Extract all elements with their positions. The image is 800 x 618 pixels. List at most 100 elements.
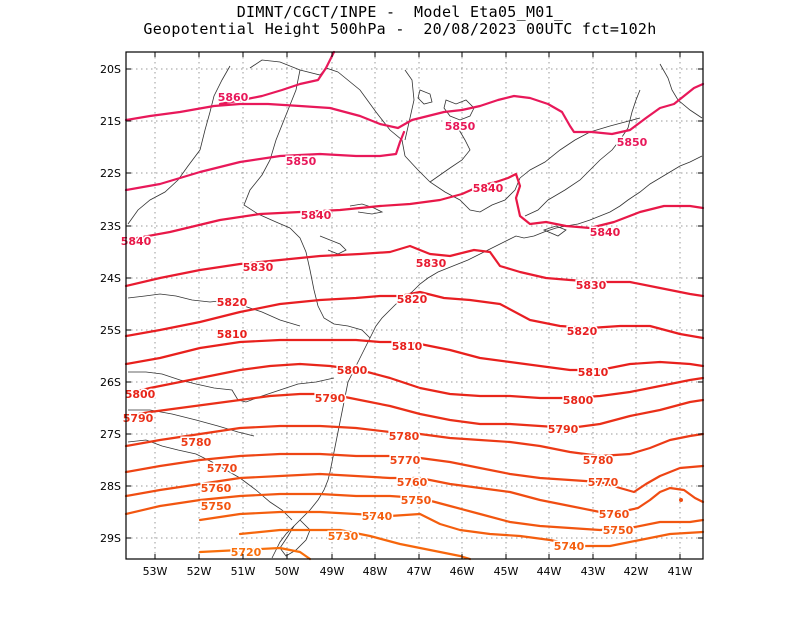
contour-label: 5750 bbox=[401, 494, 432, 507]
border-line bbox=[128, 371, 335, 403]
map-frame bbox=[125, 51, 704, 560]
lon-tick-label: 46W bbox=[450, 565, 475, 578]
contour-5810 bbox=[124, 338, 705, 372]
contour-label: 5790 bbox=[315, 392, 346, 405]
contour-label: 5780 bbox=[583, 454, 614, 467]
island-outline bbox=[443, 99, 475, 121]
contour-label: 5850 bbox=[445, 120, 476, 133]
lon-tick-label: 48W bbox=[363, 565, 388, 578]
contour-label: 5830 bbox=[416, 257, 447, 270]
lat-tick-label: 26S bbox=[100, 376, 121, 389]
contour-label: 5810 bbox=[578, 366, 609, 379]
contour-label: 5770 bbox=[207, 462, 238, 475]
contour-label: 5840 bbox=[473, 182, 504, 195]
contour-label: 5800 bbox=[563, 394, 594, 407]
contour-5780 bbox=[124, 424, 705, 458]
border-line bbox=[524, 89, 641, 217]
island-outline bbox=[542, 225, 567, 237]
height-contours bbox=[124, 50, 705, 561]
contour-label: 5830 bbox=[243, 261, 274, 274]
lat-tick-label: 20S bbox=[100, 63, 121, 76]
contour-label: 5750 bbox=[201, 500, 232, 513]
border-line bbox=[429, 119, 471, 183]
contour-label: 5760 bbox=[397, 476, 428, 489]
contour-label: 5790 bbox=[548, 423, 579, 436]
contour-5770 bbox=[124, 452, 705, 494]
border-line bbox=[289, 227, 371, 339]
closed-contour-dot bbox=[679, 498, 683, 502]
contour-5740 bbox=[198, 510, 705, 548]
contour-5860 bbox=[218, 50, 336, 106]
border-line bbox=[127, 293, 301, 327]
lon-tick-label: 41W bbox=[668, 565, 693, 578]
contour-label: 5850 bbox=[617, 136, 648, 149]
contour-label: 5840 bbox=[590, 226, 621, 239]
border-line bbox=[249, 59, 339, 76]
title-line-1: DIMNT/CGCT/INPE - Model Eta05_M01_ bbox=[236, 3, 564, 21]
contour-label: 5770 bbox=[588, 476, 619, 489]
contour-label: 5730 bbox=[328, 530, 359, 543]
border-line bbox=[199, 65, 231, 151]
contour-label: 5830 bbox=[576, 279, 607, 292]
contour-5850 bbox=[124, 82, 705, 136]
lat-tick-label: 25S bbox=[100, 324, 121, 337]
contour-label: 5780 bbox=[389, 430, 420, 443]
axis-ticks: 20S 21S 22S 23S 24S 25S 26S 27S 28S 29S 53W 52W 51W 5… bbox=[100, 52, 703, 578]
border-line bbox=[127, 149, 201, 225]
border-line bbox=[243, 69, 301, 229]
lat-tick-label: 21S bbox=[100, 115, 121, 128]
lon-tick-label: 47W bbox=[407, 565, 432, 578]
lon-tick-label: 53W bbox=[143, 565, 168, 578]
lon-tick-label: 50W bbox=[275, 565, 300, 578]
contour-label: 5820 bbox=[217, 296, 248, 309]
contour-label: 5810 bbox=[217, 328, 248, 341]
island-outline bbox=[417, 89, 433, 105]
chart-header: DIMNT/CGCT/INPE - Model Eta05_M01_ Geopo… bbox=[0, 4, 800, 38]
contour-label: 5740 bbox=[554, 540, 585, 553]
contour-label: 5820 bbox=[397, 293, 428, 306]
border-line bbox=[337, 71, 406, 157]
contour-label: 5750 bbox=[603, 524, 634, 537]
border-line bbox=[519, 117, 641, 179]
contour-label: 5800 bbox=[337, 364, 368, 377]
title-line-2: Geopotential Height 500hPa - 20/08/2023 … bbox=[143, 20, 657, 38]
lat-tick-label: 24S bbox=[100, 272, 121, 285]
border-line bbox=[127, 439, 293, 521]
contour-label: 5840 bbox=[301, 209, 332, 222]
border-line bbox=[404, 69, 415, 141]
contour-label: 5760 bbox=[201, 482, 232, 495]
lon-tick-label: 44W bbox=[537, 565, 562, 578]
lon-tick-label: 51W bbox=[231, 565, 256, 578]
contour-label: 5860 bbox=[218, 91, 249, 104]
lat-tick-label: 22S bbox=[100, 167, 121, 180]
contour-label: 5820 bbox=[567, 325, 598, 338]
contour-label: 5760 bbox=[599, 508, 630, 521]
contour-label: 5780 bbox=[181, 436, 212, 449]
contour-5820 bbox=[124, 290, 705, 340]
contour-label: 5770 bbox=[390, 454, 421, 467]
bay-outline bbox=[349, 203, 384, 215]
lat-tick-label: 28S bbox=[100, 480, 121, 493]
lon-tick-label: 52W bbox=[187, 565, 212, 578]
lat-tick-label: 23S bbox=[100, 220, 121, 233]
contour-5720 bbox=[198, 546, 312, 561]
contour-label: 5800 bbox=[125, 388, 156, 401]
contour-5850 bbox=[124, 130, 406, 192]
contour-label: 5850 bbox=[286, 155, 317, 168]
border-line bbox=[404, 155, 521, 213]
contour-5750 bbox=[124, 492, 705, 532]
border-line bbox=[659, 63, 703, 119]
graticule-grid bbox=[126, 52, 703, 559]
lat-tick-label: 27S bbox=[100, 428, 121, 441]
contour-5760 bbox=[124, 472, 705, 514]
lon-tick-label: 49W bbox=[320, 565, 345, 578]
contour-label: 5720 bbox=[231, 546, 262, 559]
contour-5730 bbox=[238, 528, 472, 561]
lon-tick-label: 43W bbox=[581, 565, 606, 578]
contour-label: 5740 bbox=[362, 510, 393, 523]
contour-5790 bbox=[124, 392, 705, 430]
contour-label: 5790 bbox=[123, 412, 154, 425]
bay-outline bbox=[319, 235, 347, 255]
border-line bbox=[128, 409, 255, 437]
